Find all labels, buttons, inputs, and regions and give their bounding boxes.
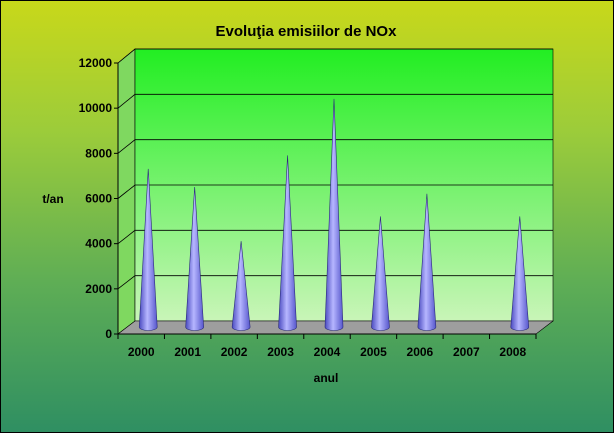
x-axis-title: anul	[314, 371, 339, 385]
y-tick-label: 4000	[85, 237, 112, 251]
x-tick-label: 2005	[360, 345, 387, 359]
gridline	[117, 139, 553, 154]
chart-title: Evoluţia emisiilor de NOx	[216, 23, 398, 40]
y-tick-labels: 0 2000 4000 6000 8000 10000 12000	[79, 56, 118, 341]
y-tick-label: 8000	[85, 146, 112, 160]
cone-bar	[185, 186, 204, 331]
gridline	[117, 229, 553, 244]
x-tick-label: 2002	[221, 345, 248, 359]
x-tick-label: 2008	[499, 345, 526, 359]
cone-bar	[417, 193, 437, 331]
gridlines	[117, 48, 553, 290]
y-tick-label: 10000	[79, 101, 113, 115]
gridline	[117, 93, 553, 109]
y-tick-label: 2000	[85, 282, 112, 296]
cone-bar	[278, 155, 297, 331]
x-tick-label: 2001	[174, 345, 201, 359]
cone-bar	[371, 216, 390, 331]
y-tick-label: 6000	[85, 192, 112, 206]
cone-bar	[324, 98, 344, 331]
gridline	[117, 48, 553, 64]
y-tick-label: 12000	[79, 56, 113, 70]
gridline	[117, 184, 553, 199]
gridline	[117, 275, 553, 290]
y-axis-title: t/an	[42, 192, 63, 206]
x-tick-label: 2006	[407, 345, 434, 359]
cones	[138, 98, 530, 331]
x-tick-label: 2007	[453, 345, 480, 359]
x-tick-label: 2004	[314, 345, 341, 359]
x-tick-label: 2000	[128, 345, 155, 359]
x-tick-label: 2003	[267, 345, 294, 359]
cone-bar	[138, 168, 158, 331]
x-tick-labels: 2000 2001 2002 2003 2004 2005 2006 2007 2008	[117, 334, 537, 359]
cone-bar	[231, 241, 251, 331]
y-tick-label: 0	[105, 327, 112, 341]
cone-bar	[510, 216, 530, 331]
